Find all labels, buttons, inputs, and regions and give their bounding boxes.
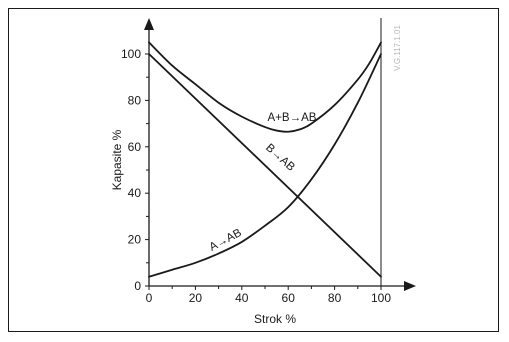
curves <box>148 41 382 278</box>
y-tick-label: 0 <box>134 279 141 293</box>
curve-a-plus-b-to-ab <box>148 41 382 133</box>
y-axis-arrow <box>144 18 154 30</box>
x-tick-label: 60 <box>282 291 296 305</box>
x-axis-arrow <box>404 281 416 291</box>
x-tick-label: 20 <box>189 291 203 305</box>
y-tick-label: 40 <box>128 186 142 200</box>
y-tick-label: 100 <box>121 47 141 61</box>
y-tick-label: 20 <box>128 233 142 247</box>
x-axis-title: Strok % <box>254 312 296 326</box>
ticks: 0 20 40 60 80 100 0 20 40 60 80 100 <box>121 47 391 305</box>
curve-b-to-ab <box>148 53 382 278</box>
x-tick-label: 40 <box>235 291 249 305</box>
curve-a-to-ab <box>148 53 382 278</box>
y-tick-label: 80 <box>128 93 142 107</box>
x-tick-label: 100 <box>371 291 391 305</box>
y-tick-label: 60 <box>128 140 142 154</box>
x-tick-label: 80 <box>328 291 342 305</box>
y-axis-title: Kapasite % <box>110 129 124 190</box>
label-a-plus-b-to-ab: A+B→AB <box>268 112 317 124</box>
figure-frame <box>8 8 499 332</box>
x-tick-label: 0 <box>146 291 153 305</box>
axes <box>144 18 416 291</box>
figure-code: V.G.117.1.01 <box>393 25 402 71</box>
